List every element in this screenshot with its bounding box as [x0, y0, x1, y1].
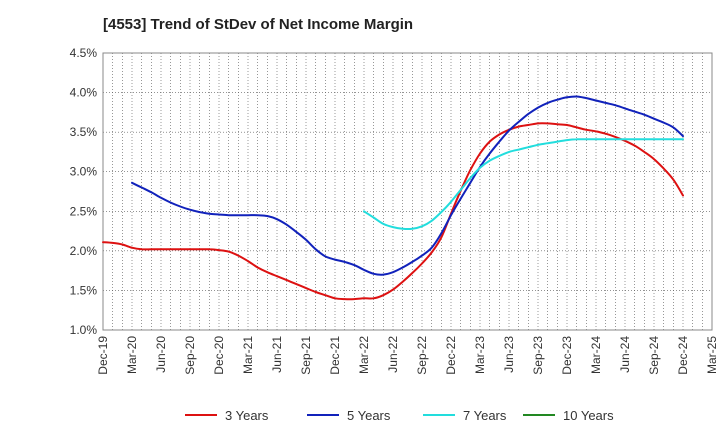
- legend-label: 7 Years: [463, 408, 507, 423]
- series-line-7-years: [363, 138, 684, 230]
- plot-frame: [102, 52, 713, 331]
- y-tick-label: 3.5%: [70, 125, 98, 139]
- y-tick-label: 3.0%: [70, 165, 98, 179]
- x-tick-label: Dec-22: [444, 336, 458, 375]
- x-tick-label: Sep-20: [183, 336, 197, 375]
- x-tick-label: Mar-23: [473, 336, 487, 374]
- legend-label: 5 Years: [347, 408, 391, 423]
- x-tick-label: Sep-23: [531, 336, 545, 375]
- x-tick-label: Jun-20: [154, 336, 168, 373]
- y-tick-label: 2.5%: [70, 204, 98, 218]
- x-tick-label: Mar-21: [241, 336, 255, 374]
- x-tick-label: Mar-20: [125, 336, 139, 374]
- x-tick-label: Mar-24: [589, 336, 603, 374]
- y-tick-label: 4.0%: [70, 86, 98, 100]
- x-tick-label: Dec-19: [96, 336, 110, 375]
- x-tick-label: Mar-25: [705, 336, 719, 374]
- grid-layer: [103, 53, 712, 330]
- y-tick-label: 2.0%: [70, 244, 98, 258]
- legend-layer: 3 Years 5 Years 7 Years 10 Years: [185, 408, 614, 423]
- x-tick-label: Sep-21: [299, 336, 313, 375]
- x-tick-label: Jun-22: [386, 336, 400, 373]
- x-tick-label: Sep-24: [647, 336, 661, 375]
- y-tick-label: 1.0%: [70, 323, 98, 337]
- series-line-3-years: [102, 122, 684, 301]
- x-tick-label: Mar-22: [357, 336, 371, 374]
- y-tick-label: 4.5%: [70, 46, 98, 60]
- legend-label: 10 Years: [563, 408, 614, 423]
- x-tick-label: Dec-23: [560, 336, 574, 375]
- x-tick-label: Jun-24: [618, 336, 632, 373]
- x-tick-label: Sep-22: [415, 336, 429, 375]
- legend-label: 3 Years: [225, 408, 269, 423]
- chart-title: [4553] Trend of StDev of Net Income Marg…: [103, 16, 414, 33]
- x-tick-label: Dec-20: [212, 336, 226, 375]
- x-tick-label: Dec-21: [328, 336, 342, 375]
- x-tick-label: Jun-21: [270, 336, 284, 373]
- axis-layer: 1.0% 1.5% 2.0% 2.5% 3.0% 3.5% 4.0% 4.5% Dec-19 Ma…: [70, 46, 719, 375]
- series-layer: [102, 95, 684, 301]
- series-line-5-years: [131, 95, 684, 276]
- x-tick-label: Jun-23: [502, 336, 516, 373]
- y-tick-label: 1.5%: [70, 283, 98, 297]
- x-tick-label: Dec-24: [676, 336, 690, 375]
